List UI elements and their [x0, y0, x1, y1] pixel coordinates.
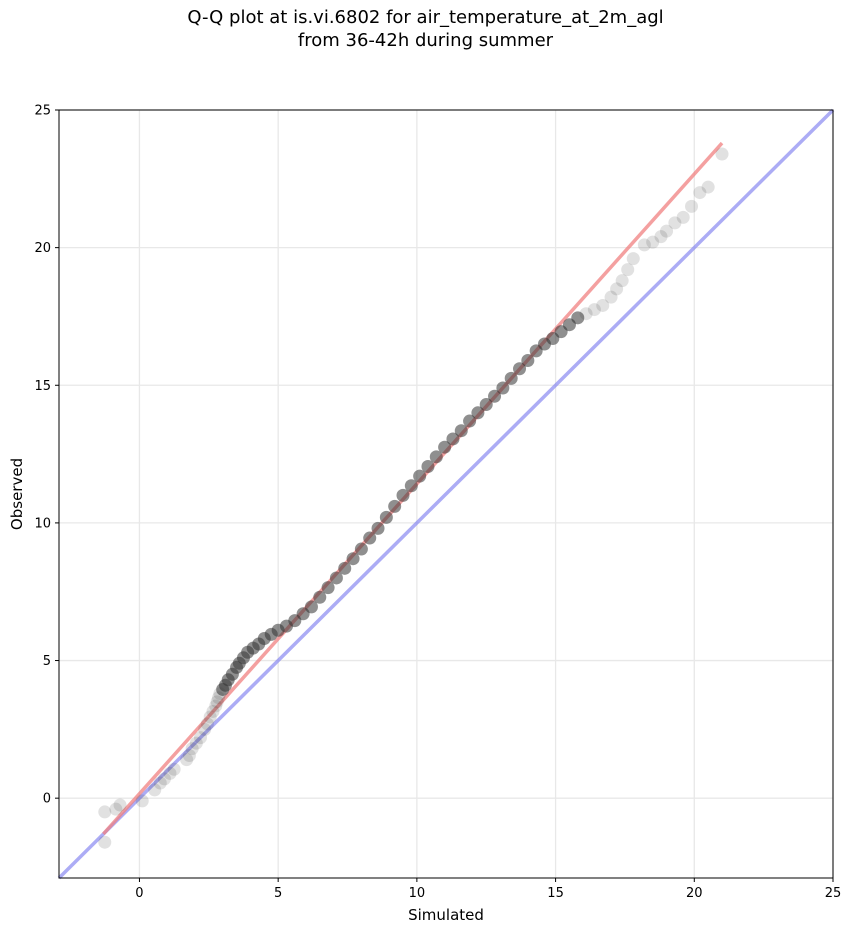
- data-point: [98, 835, 112, 849]
- data-point: [685, 199, 699, 213]
- data-point: [388, 499, 402, 513]
- point-layer: [98, 147, 729, 849]
- data-point: [189, 736, 203, 750]
- data-point: [646, 235, 660, 249]
- y-tick-label: 0: [43, 792, 51, 807]
- data-point: [209, 699, 223, 713]
- x-tick-label: 10: [409, 886, 426, 901]
- data-point: [113, 798, 127, 812]
- data-point: [329, 571, 343, 585]
- data-point: [693, 186, 707, 200]
- data-point: [321, 581, 335, 595]
- identity-line: [57, 108, 835, 880]
- data-point: [153, 776, 167, 790]
- data-point: [488, 389, 502, 403]
- data-point: [660, 224, 674, 238]
- data-point: [454, 424, 468, 438]
- data-point: [198, 722, 212, 736]
- data-point: [203, 710, 217, 724]
- data-point: [463, 414, 477, 428]
- data-point: [313, 590, 327, 604]
- data-point: [521, 353, 535, 367]
- x-axis-label: Simulated: [408, 906, 484, 924]
- data-point: [479, 398, 493, 412]
- data-point: [496, 381, 510, 395]
- data-point: [610, 282, 624, 296]
- data-point: [596, 298, 610, 312]
- data-point: [157, 772, 171, 786]
- data-point: [421, 459, 435, 473]
- y-tick-label: 10: [34, 516, 51, 531]
- chart-title: Q-Q plot at is.vi.6802 for air_temperatu…: [0, 6, 851, 52]
- data-point: [429, 450, 443, 464]
- chart-title-line-1: Q-Q plot at is.vi.6802 for air_temperatu…: [187, 7, 664, 28]
- data-point: [363, 531, 377, 545]
- data-point: [668, 216, 682, 230]
- data-point: [210, 695, 224, 709]
- y-tick-label: 15: [34, 379, 51, 394]
- y-tick-label: 25: [34, 104, 51, 119]
- data-point: [346, 552, 360, 566]
- plot-area-frame: [58, 109, 834, 879]
- data-point: [135, 794, 149, 808]
- data-point: [148, 783, 162, 797]
- data-point: [504, 371, 518, 385]
- data-point: [604, 290, 618, 304]
- y-tick-label: 20: [34, 241, 51, 256]
- tick-layer: 0 5 10 15 20 25 0 5 10 15 20 25: [34, 104, 841, 902]
- data-point: [513, 362, 527, 376]
- data-point: [167, 762, 181, 776]
- data-point: [438, 440, 452, 454]
- data-point: [304, 600, 318, 614]
- data-point: [185, 742, 199, 756]
- data-point: [396, 488, 410, 502]
- data-point: [676, 210, 690, 224]
- data-point: [180, 753, 194, 767]
- data-point: [193, 731, 207, 745]
- y-axis-label: Observed: [8, 458, 26, 530]
- data-point: [587, 303, 601, 317]
- data-point: [200, 717, 214, 731]
- data-point: [413, 469, 427, 483]
- data-point: [654, 230, 668, 244]
- data-point: [98, 805, 112, 819]
- chart-title-line-2: from 36-42h during summer: [297, 30, 554, 51]
- line-layer: [57, 108, 835, 880]
- data-point: [338, 561, 352, 575]
- data-point: [206, 704, 220, 718]
- data-point: [471, 406, 485, 420]
- data-point: [109, 802, 123, 816]
- y-tick-label: 5: [43, 654, 51, 669]
- data-point: [354, 542, 368, 556]
- data-point: [446, 432, 460, 446]
- data-point: [571, 311, 585, 325]
- data-point: [637, 238, 651, 252]
- x-tick-label: 5: [274, 886, 282, 901]
- data-point: [182, 749, 196, 763]
- x-tick-label: 15: [547, 886, 564, 901]
- data-point: [371, 521, 385, 535]
- data-point: [404, 479, 418, 493]
- data-point: [621, 263, 635, 277]
- data-point: [701, 180, 715, 194]
- grid-layer: [59, 109, 834, 878]
- data-point: [579, 307, 593, 321]
- x-tick-label: 0: [135, 886, 143, 901]
- data-point: [715, 147, 729, 161]
- x-tick-label: 25: [825, 886, 842, 901]
- x-tick-label: 20: [686, 886, 703, 901]
- data-point: [163, 766, 177, 780]
- data-point: [379, 510, 393, 524]
- data-point: [615, 274, 629, 288]
- data-point: [626, 252, 640, 266]
